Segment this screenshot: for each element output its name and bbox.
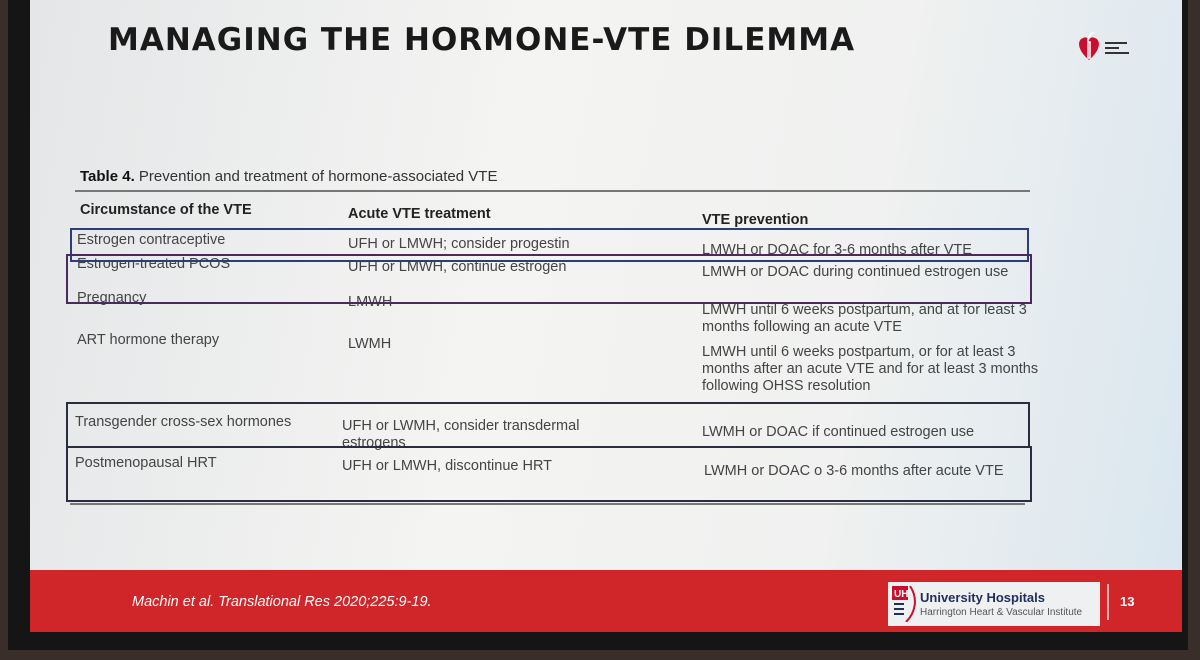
highlight-box: [66, 446, 1032, 502]
cell-circumstance: Transgender cross-sex hormones: [75, 414, 292, 430]
highlight-box-blue: [70, 228, 1029, 262]
slide-footer: Machin et al. Translational Res 2020;225…: [30, 570, 1182, 632]
cell-acute: LWMH: [348, 336, 392, 352]
column-header: Circumstance of the VTE: [80, 202, 252, 218]
highlight-box-purple: [66, 254, 1032, 304]
table-label: Table 4.: [80, 168, 135, 185]
org-name: University Hospitals: [920, 590, 1045, 605]
table-bottom-rule: [70, 503, 1025, 505]
cell-prevention: LMWH until 6 weeks postpartum, and at fo…: [702, 302, 1027, 335]
slide: MANAGING THE HORMONE-VTE DILEMMA Table 4…: [30, 0, 1182, 632]
table-caption: Table 4. Prevention and treatment of hor…: [80, 168, 497, 185]
uh-logo-icon: UH: [892, 586, 916, 622]
cell-acute: UFH or LMWH; consider progestin: [348, 236, 570, 252]
cell-prevention: LWMH or DOAC o 3-6 months after acute VT…: [704, 463, 1004, 479]
projector-screen: MANAGING THE HORMONE-VTE DILEMMA Table 4…: [8, 0, 1188, 650]
cell-prevention: LWMH or DOAC if continued estrogen use: [702, 424, 975, 440]
cell-prevention: LMWH until 6 weeks postpartum, or for at…: [702, 344, 1039, 394]
cell-circumstance: ART hormone therapy: [77, 332, 220, 348]
cell-prevention: LMWH or DOAC during continued estrogen u…: [702, 264, 1009, 280]
cell-acute: UFH or LMWH, discontinue HRT: [342, 458, 553, 474]
american-heart-association-logo: [1079, 31, 1129, 60]
slide-title: MANAGING THE HORMONE-VTE DILEMMA: [108, 22, 856, 58]
cell-circumstance: Estrogen contraceptive: [77, 232, 226, 248]
university-hospitals-logo: UH University Hospitals Harrington Heart…: [888, 582, 1100, 626]
divider: [1107, 584, 1109, 620]
svg-text:UH: UH: [894, 589, 908, 600]
table-caption-text: Prevention and treatment of hormone-asso…: [138, 168, 498, 185]
column-header: Acute VTE treatment: [348, 206, 491, 222]
table-top-rule: [75, 190, 1030, 192]
citation: Machin et al. Translational Res 2020;225…: [132, 594, 432, 610]
column-header: VTE prevention: [702, 212, 809, 228]
cell-circumstance: Postmenopausal HRT: [75, 455, 217, 471]
cell-acute: UFH or LMWH, continue estrogen: [348, 259, 567, 275]
highlight-box: [66, 402, 1030, 448]
page-number: 13: [1120, 594, 1135, 609]
org-subtitle: Harrington Heart & Vascular Institute: [920, 607, 1083, 618]
